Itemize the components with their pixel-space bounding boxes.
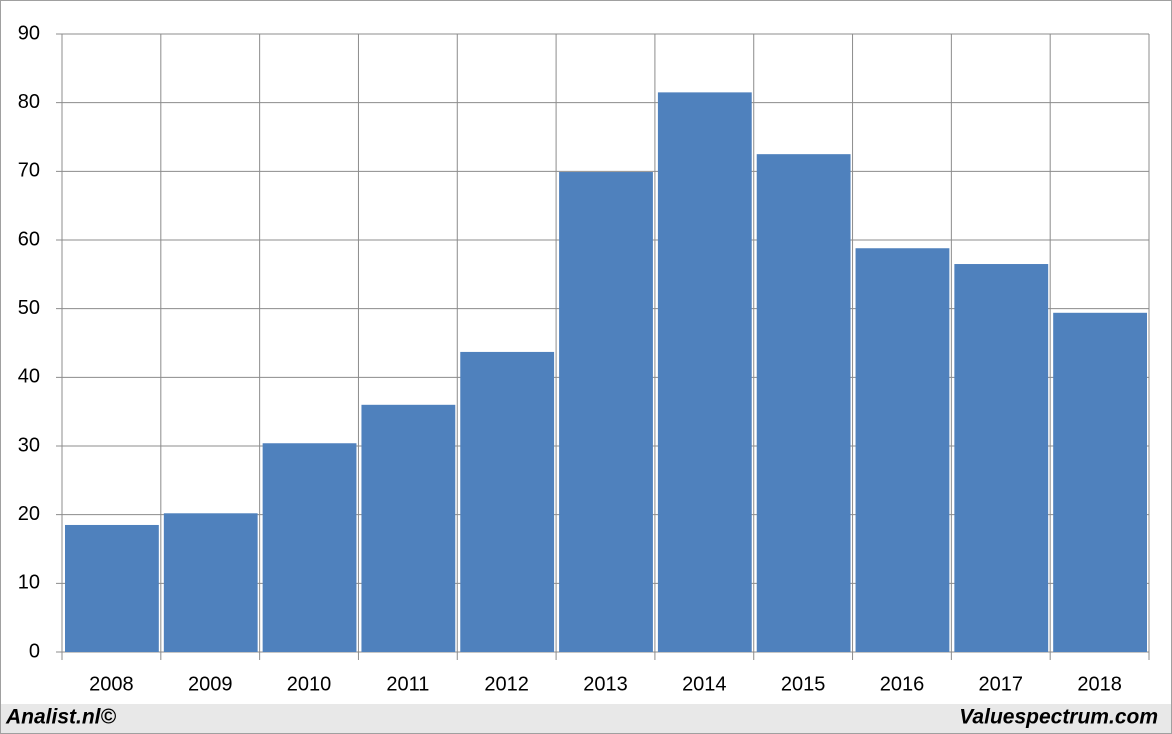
bar [954,264,1049,652]
y-tick-label: 80 [18,91,40,113]
bar [855,248,950,653]
x-tick-label: 2009 [188,673,233,695]
x-tick-label: 2017 [979,673,1024,695]
y-tick-label: 60 [18,228,40,250]
y-tick-label: 0 [29,640,40,662]
footer-left: Analist.nl© [5,706,117,729]
bar [65,524,159,652]
x-tick-label: 2014 [682,673,727,695]
footer-right: Valuespectrum.com [959,706,1158,729]
x-tick-label: 2012 [484,673,529,695]
bar [756,154,851,652]
x-tick-label: 2015 [781,673,826,695]
bar [361,404,456,652]
bar [460,351,555,652]
x-tick-label: 2013 [583,673,628,695]
y-tick-label: 20 [18,503,40,525]
y-tick-label: 90 [18,22,40,44]
x-tick-label: 2018 [1077,673,1122,695]
y-tick-label: 10 [18,572,40,594]
bar [1053,312,1147,652]
x-tick-label: 2016 [880,673,925,695]
bar [163,513,258,652]
footer-band [1,704,1171,733]
bar [559,172,653,652]
y-tick-label: 70 [18,160,40,182]
x-tick-label: 2008 [89,673,134,695]
x-tick-label: 2011 [386,673,429,695]
y-tick-label: 30 [18,434,40,456]
bar [262,443,357,652]
y-tick-label: 50 [18,297,40,319]
bar [657,92,752,652]
x-tick-label: 2010 [287,673,332,695]
y-tick-label: 40 [18,366,40,388]
